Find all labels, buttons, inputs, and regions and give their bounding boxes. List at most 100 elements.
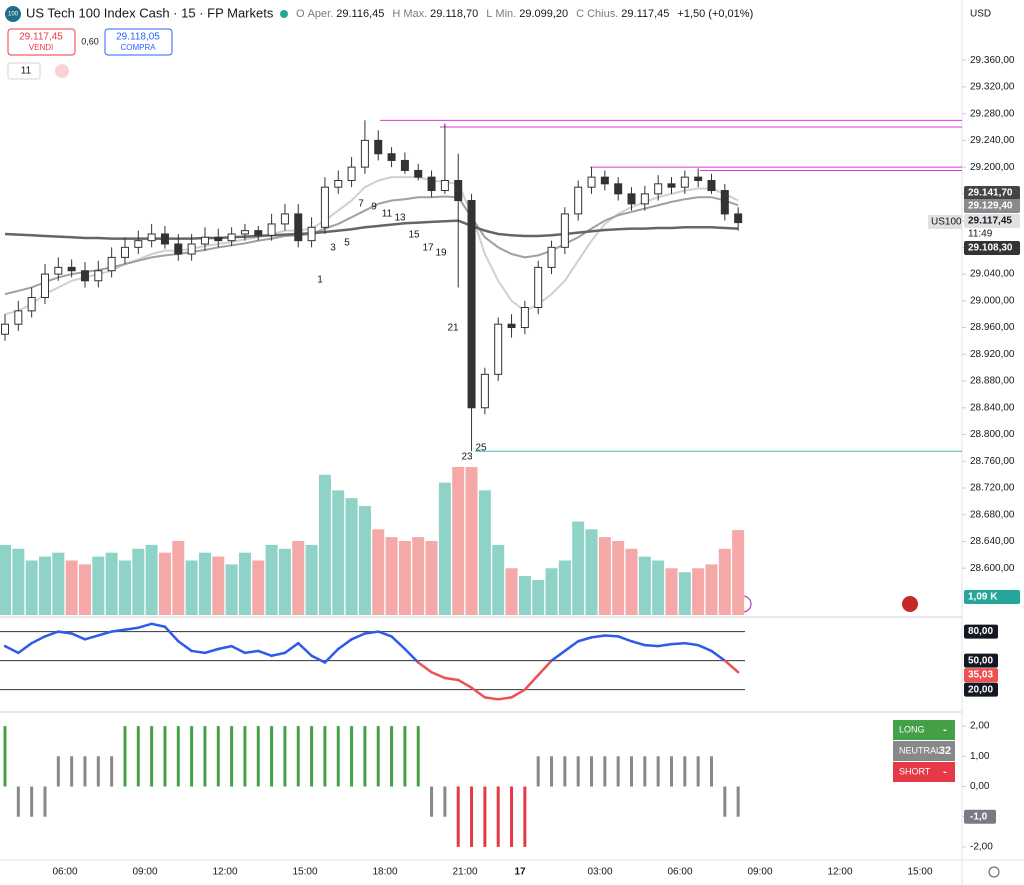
oscillator-segment xyxy=(257,649,273,658)
ohlc-legend: O Aper. 29.116,45 H Max. 29.118,70 L Min. 29.099… xyxy=(296,8,753,20)
volume-bar xyxy=(132,548,145,615)
candle-body xyxy=(80,270,89,282)
signal-bar xyxy=(123,726,127,787)
signal-bar xyxy=(603,756,607,787)
settings-icon[interactable] xyxy=(988,866,1000,878)
oscillator-segment xyxy=(550,649,567,662)
oscillator-segment xyxy=(603,634,620,638)
y-tick-label: 28.840,00 xyxy=(970,402,1015,413)
oscillator-segment xyxy=(510,688,527,699)
candle-body xyxy=(454,179,463,202)
oscillator-segment xyxy=(390,635,407,651)
ohlc-item: Aper. xyxy=(308,8,334,20)
volume-bar xyxy=(185,560,198,615)
candle-body xyxy=(334,179,343,188)
buy-button[interactable] xyxy=(104,28,173,56)
signal-bar xyxy=(456,786,460,847)
oscillator-segment xyxy=(616,635,633,643)
signal-bar xyxy=(656,756,660,787)
y-tick-label: 28.600,00 xyxy=(970,563,1015,574)
volume-bar xyxy=(158,552,171,615)
buy-label: COMPRA xyxy=(120,43,156,52)
signal-bar xyxy=(470,786,474,847)
volume-bar xyxy=(465,467,478,615)
volume-bar xyxy=(332,490,345,615)
warning-icon[interactable] xyxy=(55,64,69,78)
sell-button[interactable] xyxy=(7,28,76,56)
candle-body xyxy=(720,190,729,215)
y-tick-label: 0,00 xyxy=(970,781,990,792)
volume-bar xyxy=(438,482,451,615)
oscillator-segment xyxy=(70,632,87,641)
ohlc-item: 29.117,45 xyxy=(621,8,669,20)
candle-body xyxy=(40,273,49,298)
oscillator-segment xyxy=(30,635,47,645)
symbol-label: US100 xyxy=(931,217,962,228)
candle-body xyxy=(280,213,289,225)
volume-bar xyxy=(518,576,531,615)
x-tick-label: 09:00 xyxy=(132,867,157,878)
ohlc-item: 29.116,45 xyxy=(336,8,384,20)
x-tick-label: 12:00 xyxy=(212,867,237,878)
signal-bar xyxy=(443,786,447,817)
y-tick-label: 28.920,00 xyxy=(970,349,1015,360)
wave-label: 5 xyxy=(344,238,350,249)
oscillator-segment xyxy=(43,630,60,638)
volume-bar xyxy=(665,568,678,615)
volume-bar xyxy=(425,541,438,615)
signal-bar xyxy=(536,756,540,787)
ohlc-item: Chius. xyxy=(587,8,618,20)
legend-name: SHORT xyxy=(899,766,931,776)
signal-bar xyxy=(723,786,727,817)
volume-bar xyxy=(38,556,51,615)
x-tick-label: 06:00 xyxy=(667,867,692,878)
candle-body xyxy=(107,256,116,272)
candle-body xyxy=(467,200,476,409)
candle-body xyxy=(547,246,556,268)
candle-body xyxy=(507,323,516,329)
signal-bar xyxy=(376,726,380,787)
signal-bar xyxy=(709,756,713,787)
oscillator-segment xyxy=(217,644,233,651)
oscillator-segment xyxy=(270,651,287,658)
oscillator-segment xyxy=(696,643,713,653)
volume-bar xyxy=(545,568,558,615)
signal-bar xyxy=(550,756,554,787)
volume-bar xyxy=(278,548,291,615)
volume-label-box xyxy=(964,590,1020,604)
y-tick-box xyxy=(964,624,998,639)
oscillator-segment xyxy=(563,640,580,653)
x-tick-label: 12:00 xyxy=(827,867,852,878)
y-tick-label: 28.640,00 xyxy=(970,536,1015,547)
signal-bar xyxy=(150,726,154,787)
volume-bar xyxy=(572,521,585,615)
signal-bar xyxy=(310,726,314,787)
indicators-toggle[interactable] xyxy=(7,62,41,80)
volume-bar xyxy=(198,552,211,615)
legend-name: LONG xyxy=(899,724,925,734)
volume-bar xyxy=(92,556,105,615)
ohlc-item: Max. xyxy=(403,8,427,20)
signal-bar xyxy=(576,756,580,787)
volume-bar xyxy=(492,544,505,615)
candle-body xyxy=(534,266,543,308)
y-tick-label: 80,00 xyxy=(968,626,993,637)
oscillator-segment xyxy=(443,676,460,682)
flag-icon[interactable] xyxy=(902,596,918,612)
volume-bar xyxy=(12,548,25,615)
price-label-box xyxy=(964,214,1020,228)
signal-bar xyxy=(283,726,287,787)
price-label: 29.141,70 xyxy=(968,188,1013,199)
candle-body xyxy=(440,179,449,192)
candle-body xyxy=(520,307,529,329)
volume-bar xyxy=(172,541,185,615)
candle-body xyxy=(227,233,236,242)
candle-body xyxy=(14,310,23,325)
oscillator-segment xyxy=(150,622,167,628)
volume-bar xyxy=(505,568,518,615)
y-tick-label: 1,00 xyxy=(970,751,990,762)
y-tick-label: 28.680,00 xyxy=(970,509,1015,520)
signal-bar xyxy=(736,786,740,817)
signal-bar xyxy=(30,786,34,817)
signal-bar xyxy=(256,726,260,787)
